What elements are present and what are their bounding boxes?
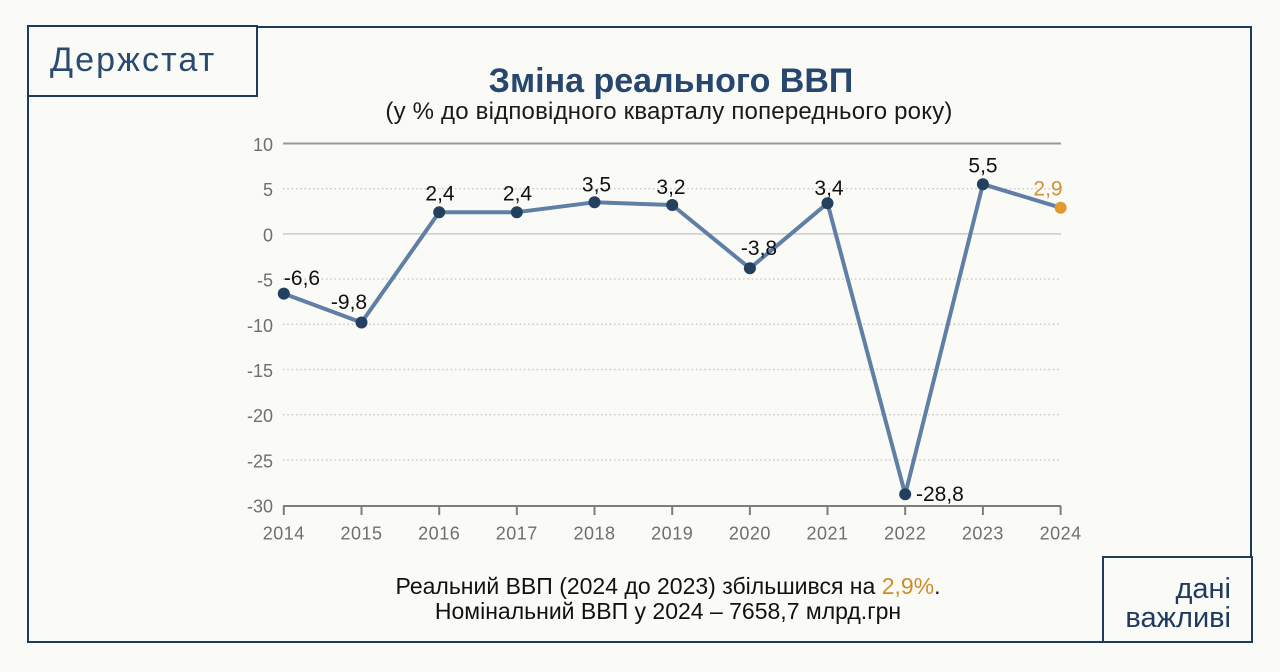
svg-text:2021: 2021 — [806, 524, 848, 544]
svg-text:2014: 2014 — [263, 524, 305, 544]
svg-text:3,2: 3,2 — [656, 176, 685, 199]
svg-text:2022: 2022 — [884, 524, 926, 544]
svg-text:3,5: 3,5 — [582, 174, 611, 197]
svg-text:2018: 2018 — [573, 524, 615, 544]
svg-text:-9,8: -9,8 — [331, 291, 367, 314]
svg-text:2,4: 2,4 — [503, 183, 533, 206]
svg-text:-30: -30 — [247, 497, 273, 517]
svg-text:-5: -5 — [257, 271, 273, 291]
svg-text:-25: -25 — [247, 451, 273, 471]
svg-text:2023: 2023 — [962, 524, 1004, 544]
svg-text:-15: -15 — [247, 361, 273, 381]
svg-text:2016: 2016 — [418, 524, 460, 544]
svg-text:-6,6: -6,6 — [284, 267, 320, 290]
svg-text:2015: 2015 — [340, 524, 382, 544]
svg-text:5,5: 5,5 — [968, 155, 997, 178]
svg-text:-3,8: -3,8 — [741, 237, 777, 260]
svg-text:5: 5 — [263, 180, 273, 200]
svg-text:2020: 2020 — [729, 524, 771, 544]
svg-text:2,4: 2,4 — [425, 183, 455, 206]
svg-text:-10: -10 — [247, 316, 273, 336]
svg-text:2,9: 2,9 — [1033, 178, 1062, 201]
svg-text:2017: 2017 — [496, 524, 538, 544]
svg-text:-28,8: -28,8 — [916, 483, 964, 506]
svg-text:-20: -20 — [247, 406, 273, 426]
svg-text:3,4: 3,4 — [814, 177, 844, 200]
svg-text:10: 10 — [253, 135, 273, 155]
svg-text:2019: 2019 — [651, 524, 693, 544]
svg-text:0: 0 — [263, 225, 273, 245]
svg-text:2024: 2024 — [1040, 524, 1082, 544]
